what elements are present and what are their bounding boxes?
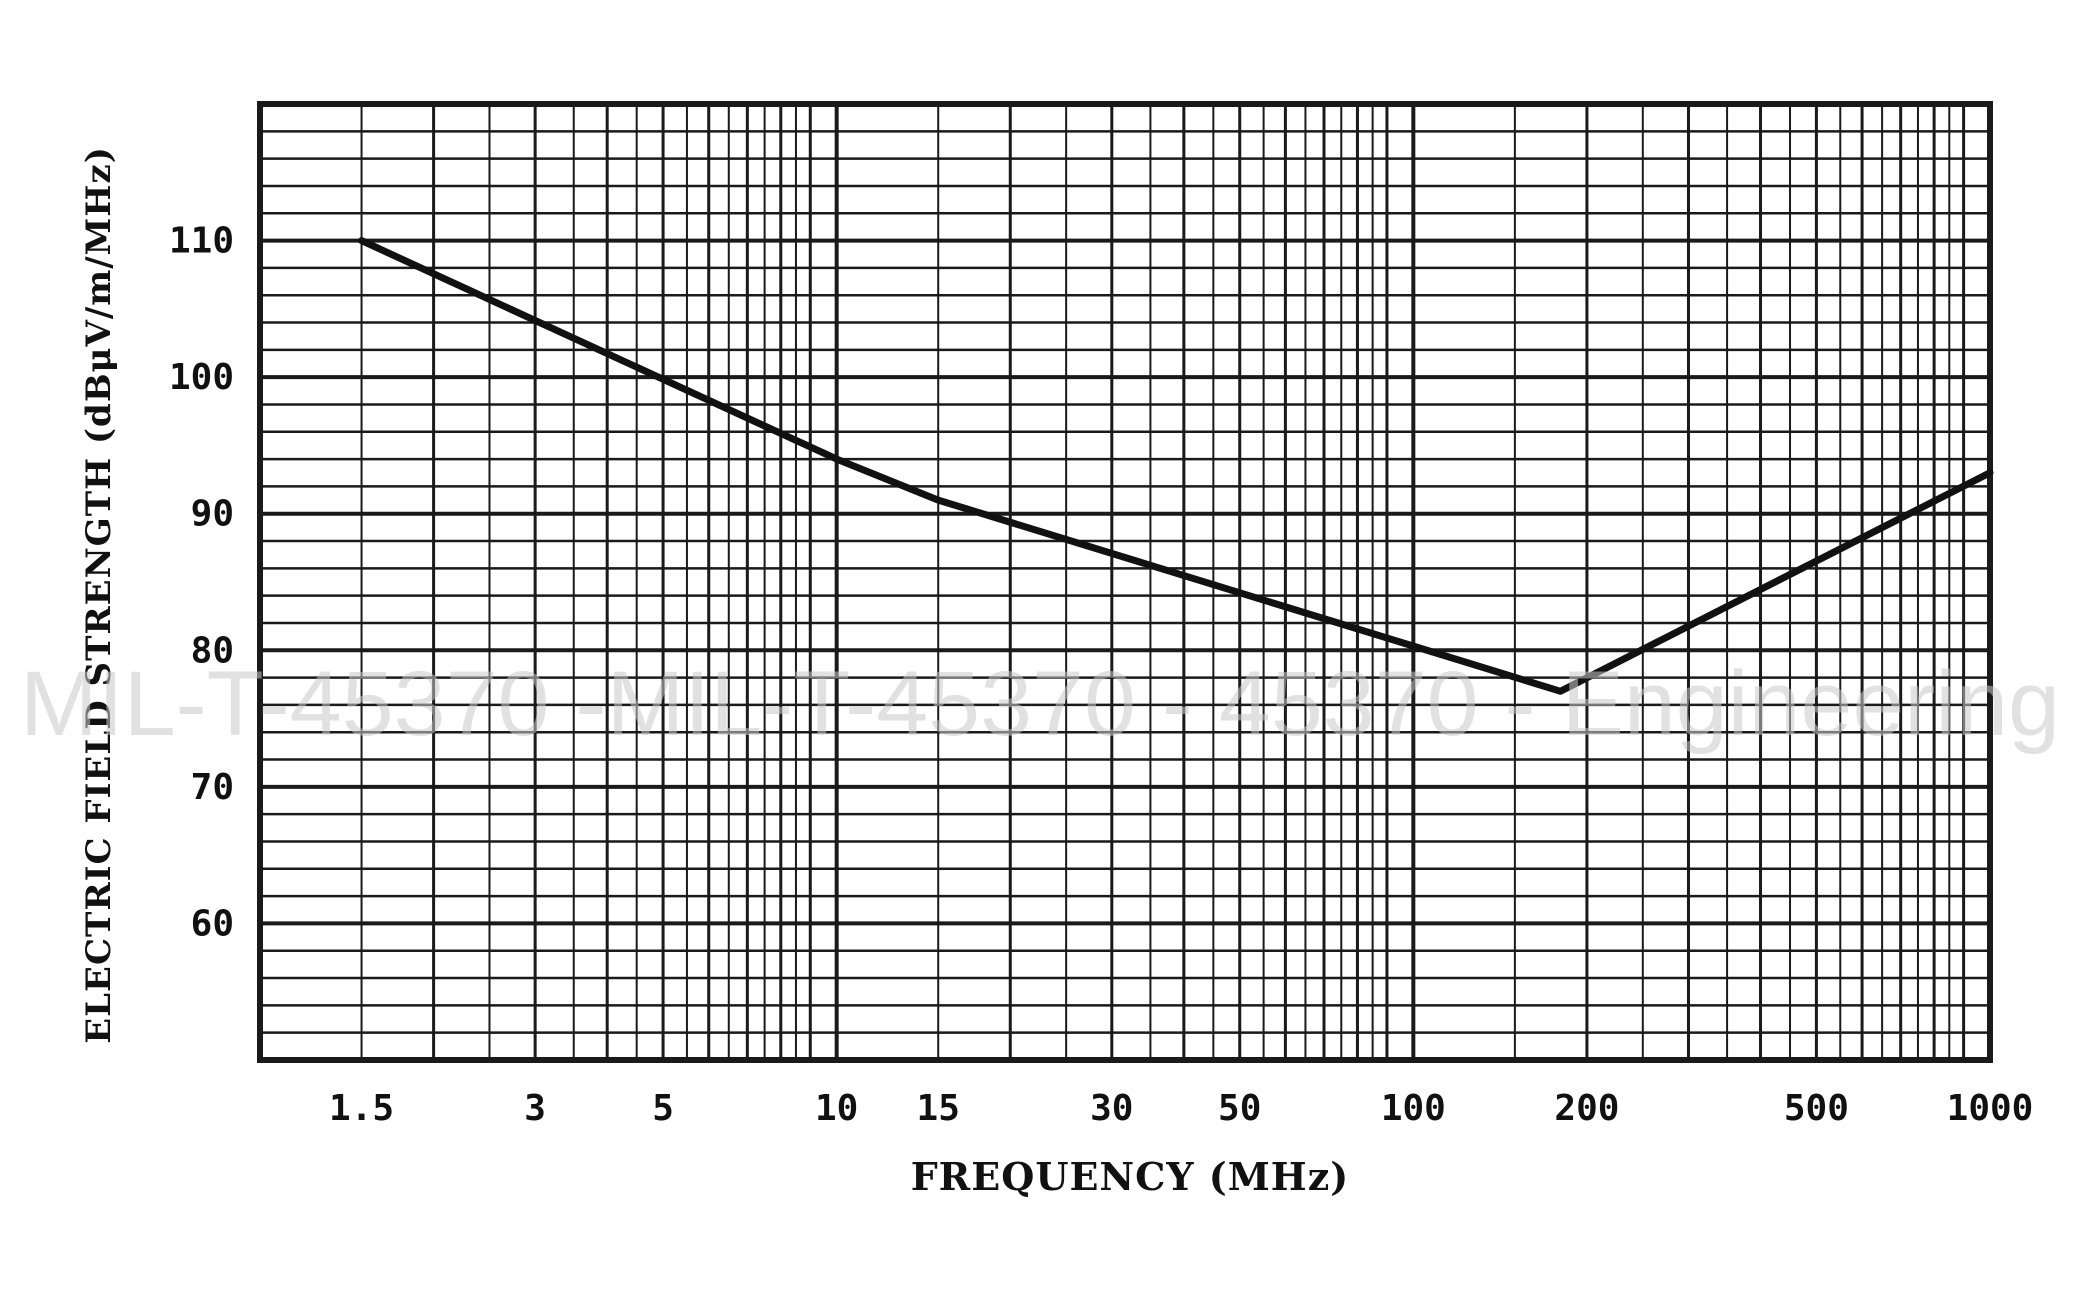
x-tick-label: 1000	[1947, 1088, 2034, 1129]
x-tick-label: 100	[1381, 1088, 1446, 1129]
x-axis-ticks: 1.5 3 5 10 15 30 50 100 200 500 1000	[329, 1088, 2033, 1129]
plot-frame	[257, 101, 1993, 1063]
y-tick-label: 100	[169, 357, 234, 398]
y-tick-label: 70	[191, 767, 234, 808]
x-tick-label: 10	[815, 1088, 858, 1129]
chart-series	[358, 237, 1994, 695]
y-tick-label: 80	[191, 630, 234, 671]
y-tick-label: 110	[169, 221, 234, 262]
x-tick-label: 5	[652, 1088, 674, 1129]
y-axis-title: ELECTRIC FIELD STRENGTH (dBμV/m/MHz)	[79, 146, 119, 1044]
watermark-text: MIL-T-45370 -MIL-T-45370 - 45370 - Engin…	[20, 653, 2060, 755]
series-line	[358, 237, 1994, 695]
chart-grid	[257, 101, 1993, 1063]
y-axis-ticks: 60 70 80 90 100 110	[169, 221, 234, 945]
x-tick-label: 3	[524, 1088, 546, 1129]
x-tick-label: 50	[1218, 1088, 1261, 1129]
x-tick-label: 30	[1090, 1088, 1133, 1129]
y-tick-label: 90	[191, 494, 234, 535]
x-tick-label: 200	[1554, 1088, 1619, 1129]
x-tick-label: 1.5	[329, 1088, 394, 1129]
x-tick-label: 500	[1784, 1088, 1849, 1129]
y-tick-label: 60	[191, 903, 234, 944]
x-tick-label: 15	[917, 1088, 960, 1129]
x-axis-title: FREQUENCY (MHz)	[911, 1154, 1350, 1199]
